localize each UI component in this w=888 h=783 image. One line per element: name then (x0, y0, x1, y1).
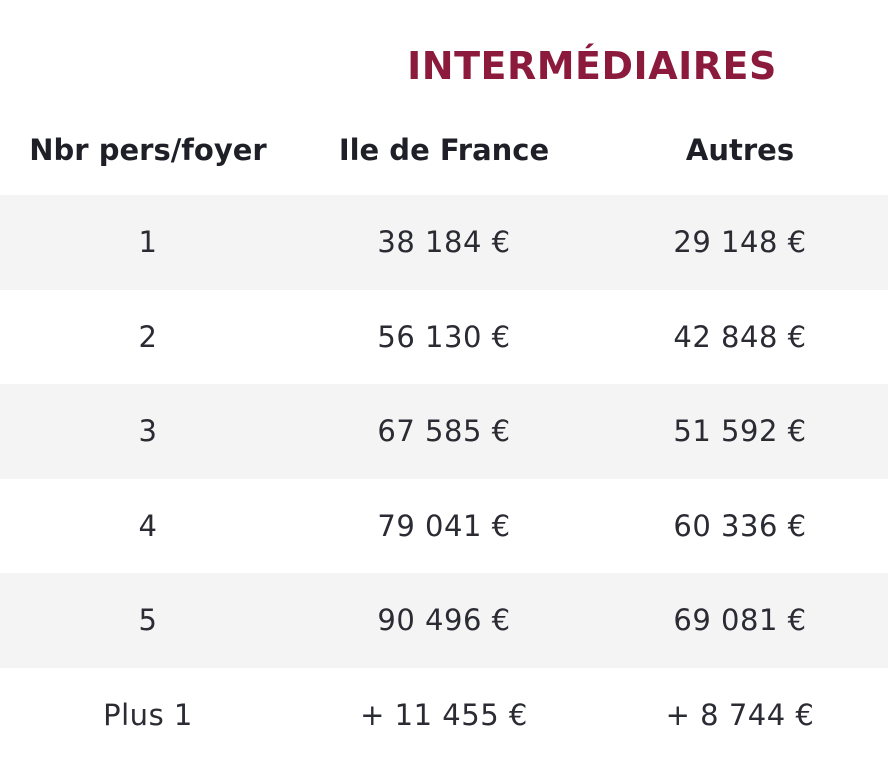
table-row: 5 90 496 € 69 081 € (0, 573, 888, 668)
household-size-cell: 3 (138, 414, 158, 449)
table-header: Nbr pers/foyer Ile de France Autres (0, 120, 888, 180)
table-body: 1 38 184 € 29 148 € 2 56 130 € 42 848 € … (0, 195, 888, 762)
ile-de-france-cell: 38 184 € (377, 225, 511, 260)
table-row: 3 67 585 € 51 592 € (0, 384, 888, 479)
header-household-size: Nbr pers/foyer (29, 133, 267, 167)
table-row: 2 56 130 € 42 848 € (0, 290, 888, 385)
ile-de-france-cell: 79 041 € (377, 508, 511, 543)
ile-de-france-cell: + 11 455 € (360, 697, 528, 732)
table-row: 4 79 041 € 60 336 € (0, 479, 888, 574)
header-autres: Autres (685, 133, 795, 167)
household-size-cell: 1 (138, 225, 158, 260)
autres-cell: + 8 744 € (665, 697, 815, 732)
household-size-cell: 4 (138, 508, 158, 543)
table-row: 1 38 184 € 29 148 € (0, 195, 888, 290)
ile-de-france-cell: 67 585 € (377, 414, 511, 449)
table-row: Plus 1 + 11 455 € + 8 744 € (0, 668, 888, 763)
autres-cell: 69 081 € (673, 603, 807, 638)
autres-cell: 42 848 € (673, 319, 807, 354)
ile-de-france-cell: 90 496 € (377, 603, 511, 638)
table-title: INTERMÉDIAIRES (407, 44, 777, 88)
autres-cell: 51 592 € (673, 414, 807, 449)
autres-cell: 60 336 € (673, 508, 807, 543)
ile-de-france-cell: 56 130 € (377, 319, 511, 354)
header-ile-de-france: Ile de France (338, 133, 550, 167)
household-size-cell: Plus 1 (103, 697, 193, 732)
household-size-cell: 5 (138, 603, 158, 638)
autres-cell: 29 148 € (673, 225, 807, 260)
household-size-cell: 2 (138, 319, 158, 354)
